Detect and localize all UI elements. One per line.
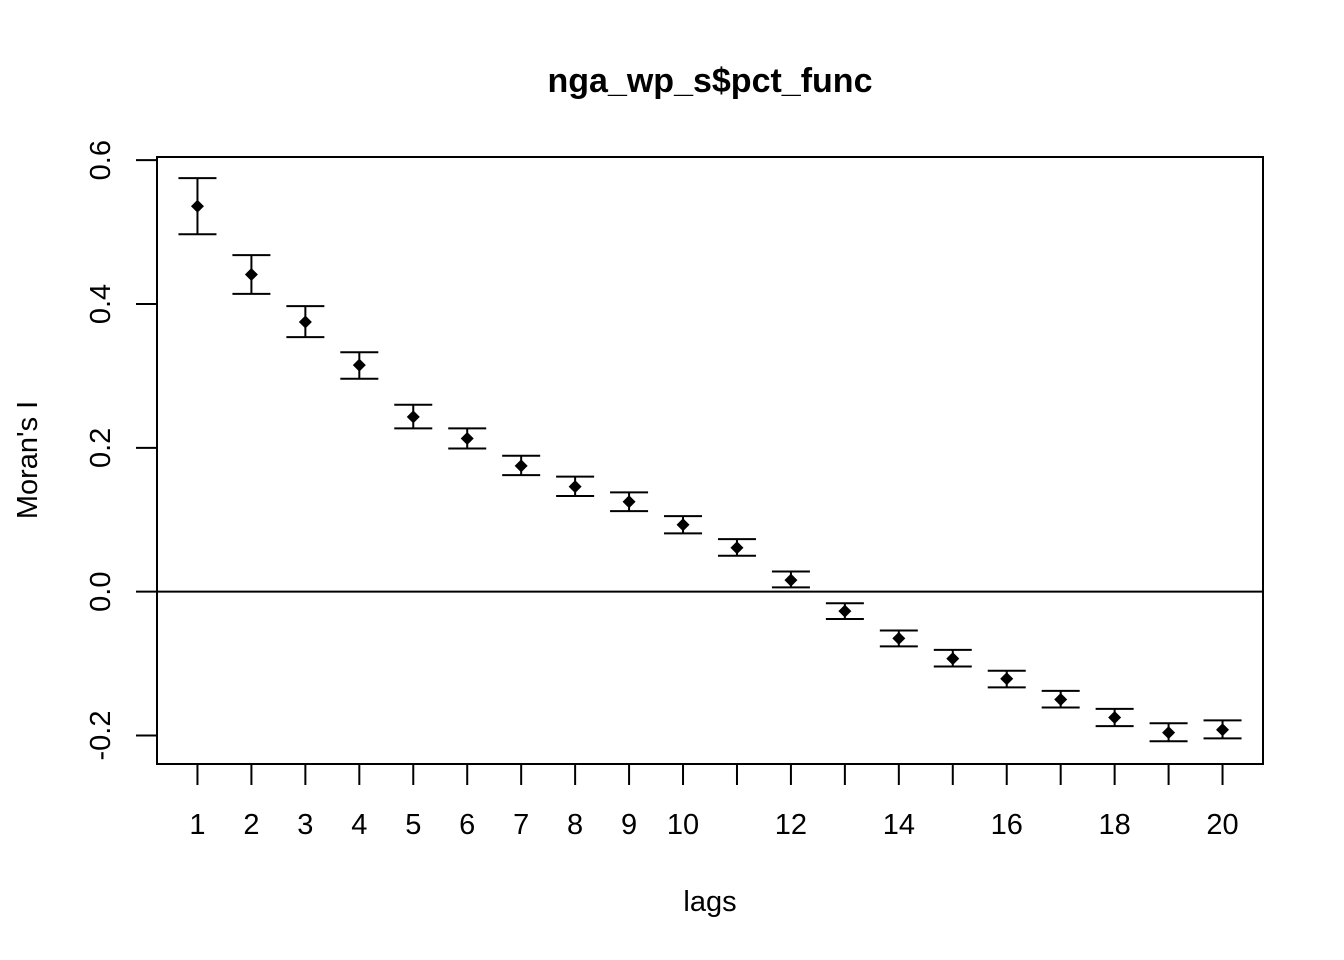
y-axis: -0.2 0.0 0.2 0.4 0.6 [85, 140, 158, 761]
x-tick-label: 16 [991, 809, 1023, 841]
x-tick-label: 8 [567, 809, 583, 841]
data-point [406, 410, 420, 424]
y-tick-label: -0.2 [85, 711, 117, 761]
data-point [730, 541, 744, 555]
plot-frame [156, 156, 1264, 765]
data-point [946, 652, 960, 666]
x-tick-label: 9 [621, 809, 637, 841]
data-point [1162, 726, 1176, 740]
data-point [244, 268, 258, 282]
data-point [838, 604, 852, 618]
chart-title: nga_wp_s$pct_func [548, 62, 873, 100]
data-point [1054, 693, 1068, 707]
x-tick-label: 4 [351, 809, 367, 841]
x-tick-label: 10 [667, 809, 699, 841]
x-tick-label: 1 [189, 809, 205, 841]
x-tick-label: 12 [775, 809, 807, 841]
data-point [622, 495, 636, 509]
data-point [298, 315, 312, 329]
x-tick-label: 6 [459, 809, 475, 841]
x-tick-label: 5 [405, 809, 421, 841]
data-point [460, 431, 474, 445]
data-point [352, 358, 366, 372]
x-tick-label: 14 [883, 809, 915, 841]
x-axis: 1 2 3 4 5 6 7 8 9 10 12 14 16 18 20 [189, 764, 1239, 841]
data-point [568, 480, 582, 494]
data-point [1108, 711, 1122, 725]
y-tick-label: 0.6 [85, 140, 117, 180]
x-axis-label: lags [683, 886, 736, 918]
x-tick-label: 20 [1206, 809, 1238, 841]
data-point [514, 459, 528, 473]
y-axis-label: Moran's I [12, 401, 44, 519]
data-point [1000, 672, 1014, 686]
data-point [190, 199, 204, 213]
data-point [784, 573, 798, 587]
y-tick-label: 0.2 [85, 428, 117, 468]
data-marks [178, 177, 1242, 743]
data-point [1216, 723, 1230, 737]
x-tick-label: 2 [243, 809, 259, 841]
x-tick-label: 3 [297, 809, 313, 841]
data-point [892, 631, 906, 645]
x-tick-label: 7 [513, 809, 529, 841]
data-point [676, 518, 690, 532]
x-tick-label: 18 [1099, 809, 1131, 841]
y-tick-label: 0.0 [85, 572, 117, 612]
y-tick-label: 0.4 [85, 284, 117, 324]
